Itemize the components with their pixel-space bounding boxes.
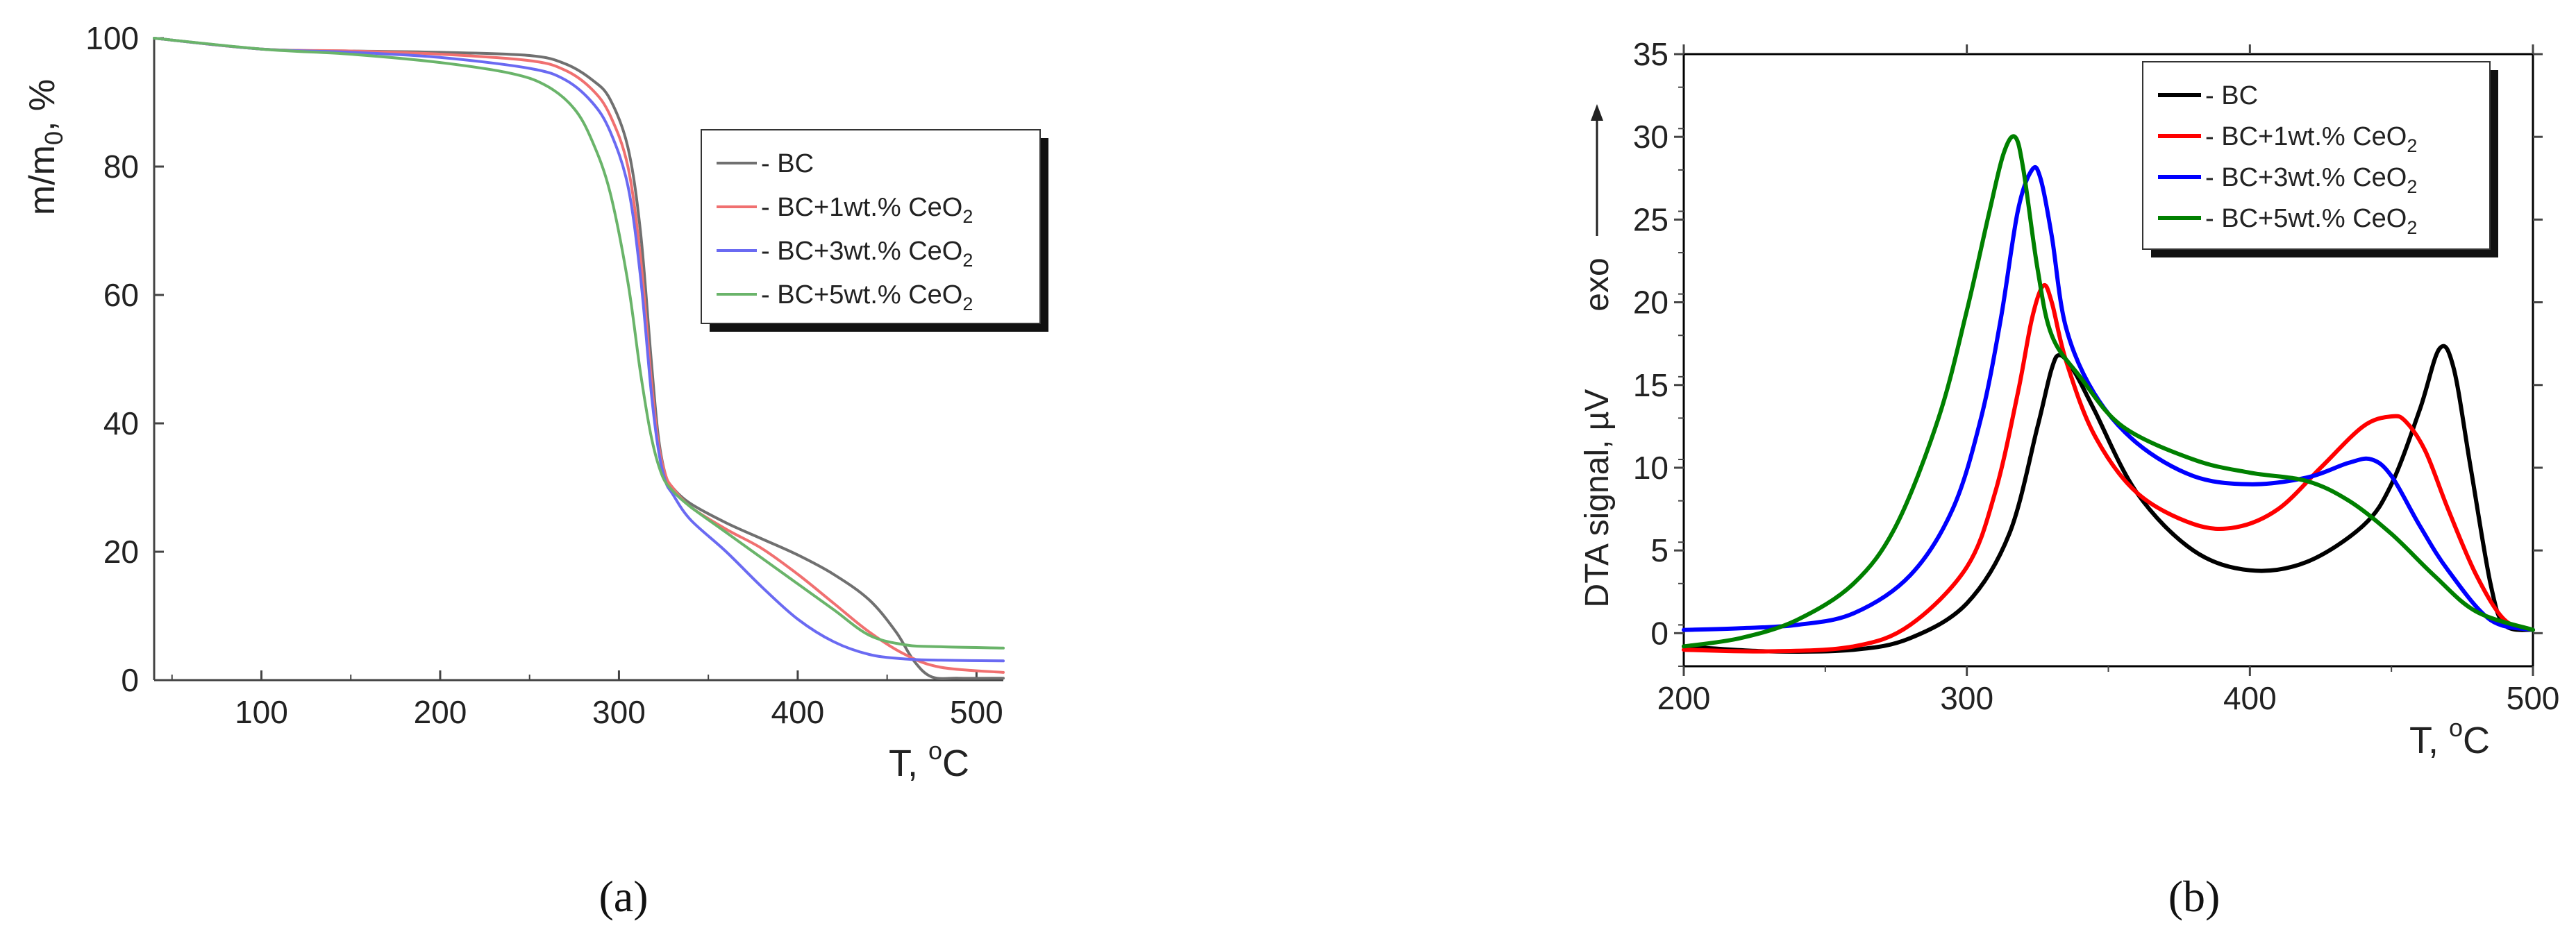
chart-b-y-ticks: 0 5 10 15 20 25 30 35 — [1633, 36, 2543, 667]
chart-a-legend-entries: - BC - BC+1wt.% CeO2 - BC+3wt.% CeO2 - BC+5… — [717, 149, 973, 314]
chart-b-xtick-label: 200 — [1657, 680, 1711, 716]
chart-a-xlabel-main: T, — [889, 743, 928, 784]
chart-b-ytick-label: 10 — [1633, 450, 1668, 486]
chart-a-ylabel: m/m0, % — [22, 79, 68, 215]
chart-a-ytick-label: 100 — [85, 20, 139, 56]
chart-a-xlabel-unit: C — [942, 743, 969, 784]
chart-a-xlabel: T, oC — [889, 736, 969, 784]
chart-b-legend-label-3: - BC+3wt.% CeO2 — [2205, 163, 2417, 197]
chart-b-xlabel: T, oC — [2409, 713, 2490, 761]
chart-a-ytick-label: 40 — [103, 405, 139, 441]
chart-b-ylabel: DTA signal, µV — [1579, 389, 1616, 608]
chart-b-xlabel-sup: o — [2449, 713, 2463, 742]
chart-a-ytick-label: 80 — [103, 149, 139, 185]
chart-a-legend-label-2: - BC+1wt.% CeO2 — [761, 193, 973, 227]
chart-b-ytick-label: 30 — [1633, 119, 1668, 155]
chart-b-series-line-2 — [1682, 282, 2535, 654]
chart-a-x-ticks: 100 200 300 400 500 — [171, 670, 1003, 730]
chart-a-series-layer — [153, 37, 1005, 680]
chart-b-ytick-label: 5 — [1650, 532, 1668, 568]
chart-b-series-line-4 — [1682, 134, 2535, 649]
chart-b-series-line-3 — [1682, 164, 2535, 632]
chart-b-ytick-label: 35 — [1633, 36, 1668, 72]
chart-a-xtick-label: 100 — [235, 694, 288, 730]
caption-b: (b) — [2168, 872, 2220, 921]
chart-a-ytick-label: 20 — [103, 534, 139, 570]
chart-b-legend-label-1: - BC — [2205, 81, 2258, 110]
chart-b-legend: - BC - BC+1wt.% CeO2 - BC+3wt.% CeO2 - BC+5… — [2142, 61, 2498, 257]
chart-a-ytick-label: 0 — [121, 662, 139, 698]
chart-a-ylabel-unit: , % — [22, 79, 62, 131]
chart-a-ytick-label: 60 — [103, 277, 139, 313]
chart-b-ytick-label: 25 — [1633, 201, 1668, 237]
chart-a-legend-label-1: - BC — [761, 149, 814, 178]
chart-a-plot-frame — [153, 38, 1003, 682]
chart-b-legend-label-2: - BC+1wt.% CeO2 — [2205, 122, 2417, 156]
chart-a-xtick-label: 500 — [950, 694, 1003, 730]
chart-b-legend-entries: - BC - BC+1wt.% CeO2 - BC+3wt.% CeO2 - BC+5… — [2158, 81, 2417, 238]
chart-b-xtick-label: 300 — [1940, 680, 1993, 716]
chart-b-ytick-label: 20 — [1633, 285, 1668, 321]
chart-b-xlabel-main: T, — [2409, 720, 2449, 761]
chart-b-ytick-label: 0 — [1650, 615, 1668, 651]
chart-b-ytick-label: 15 — [1633, 367, 1668, 403]
chart-b: 0 5 10 15 20 25 30 35 200 300 400 500 DTA signal, … — [1579, 36, 2559, 761]
chart-b-exo-indicator: exo — [1579, 104, 1616, 312]
chart-a-series-line-4 — [153, 37, 1005, 650]
chart-a-xtick-label: 300 — [592, 694, 646, 730]
chart-b-xlabel-unit: C — [2463, 720, 2490, 761]
chart-a-legend-label-4: - BC+5wt.% CeO2 — [761, 280, 973, 314]
chart-a-series-line-3 — [153, 37, 1005, 663]
chart-b-legend-label-4: - BC+5wt.% CeO2 — [2205, 204, 2417, 238]
chart-b-xtick-label: 400 — [2223, 680, 2277, 716]
chart-b-exo-label: exo — [1579, 257, 1616, 311]
chart-a-xlabel-sup: o — [928, 736, 942, 765]
chart-a-legend-box — [701, 129, 1041, 324]
chart-a-ylabel-main: m/m — [22, 145, 62, 215]
chart-a-xtick-label: 400 — [771, 694, 825, 730]
chart-a-xtick-label: 200 — [414, 694, 467, 730]
chart-b-x-ticks: 200 300 400 500 — [1657, 44, 2560, 716]
chart-b-series-layer — [1682, 134, 2535, 654]
chart-a-legend-label-3: - BC+3wt.% CeO2 — [761, 237, 973, 271]
chart-b-xtick-label: 500 — [2507, 680, 2560, 716]
chart-a-ylabel-sub: 0 — [40, 131, 68, 145]
chart-b-series-line-1 — [1682, 344, 2535, 654]
chart-a-legend: - BC - BC+1wt.% CeO2 - BC+3wt.% CeO2 - BC+5… — [701, 129, 1048, 332]
caption-a: (a) — [599, 872, 648, 921]
chart-a-y-ticks: 0 20 40 60 80 100 — [85, 20, 164, 698]
chart-b-exo-arrow-head — [1591, 104, 1603, 121]
